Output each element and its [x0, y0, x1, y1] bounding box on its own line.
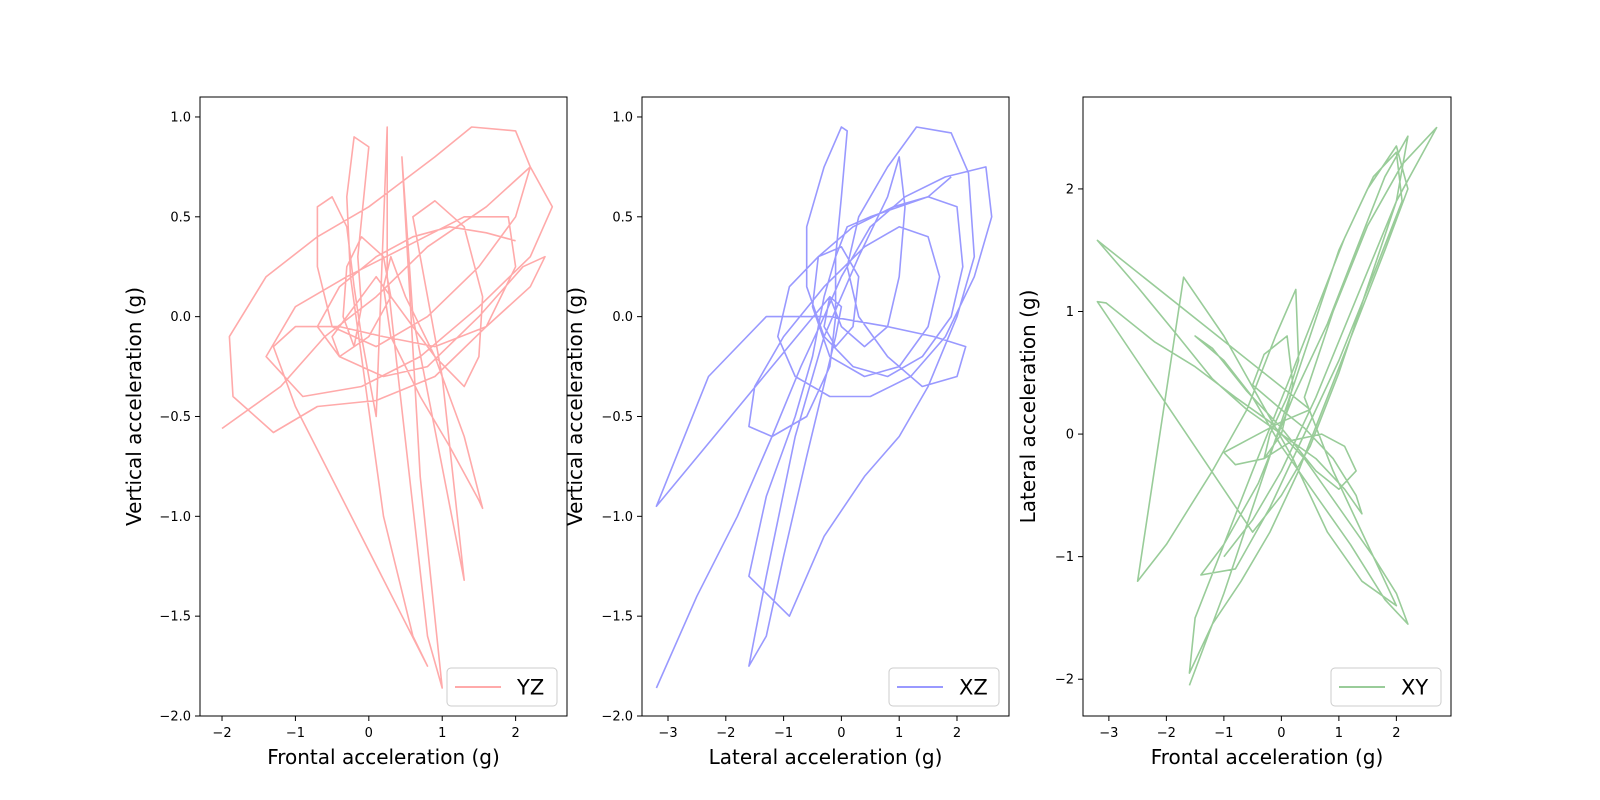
- y-tick-label: −0.5: [601, 410, 633, 425]
- y-tick-label: 0.5: [612, 210, 633, 225]
- y-tick-label: −2: [1055, 673, 1074, 688]
- x-tick-label: −1: [286, 726, 305, 741]
- y-tick-label: −0.5: [159, 410, 191, 425]
- x-tick-label: 0: [365, 726, 373, 741]
- x-tick-label: 2: [511, 726, 519, 741]
- x-tick-label: −2: [716, 726, 735, 741]
- chart-panel-xy: −3 −2 −1 0 1 2 −2 −1 0 1 2 Frontal acceleration (g)…: [1016, 96, 1452, 769]
- legend-box: [1330, 667, 1442, 707]
- y-tick-label: −1.0: [159, 510, 191, 525]
- x-tick-label: 1: [895, 726, 903, 741]
- x-tick-label: −3: [1099, 726, 1118, 741]
- y-tick-label: 1.0: [612, 110, 633, 125]
- x-tick-label: 2: [953, 726, 961, 741]
- y-tick-label: 2: [1066, 182, 1074, 197]
- x-tick-label: −1: [1214, 726, 1233, 741]
- x-tick-label: 0: [1277, 726, 1285, 741]
- legend-label: YZ: [516, 676, 544, 700]
- y-tick-label: −2.0: [601, 710, 633, 725]
- y-tick-label: −1.5: [601, 610, 633, 625]
- axes-frame: [199, 96, 568, 717]
- x-tick-label: 0: [837, 726, 845, 741]
- y-tick-label: −1: [1055, 550, 1074, 565]
- legend-label: XZ: [959, 676, 988, 700]
- x-axis-label: Frontal acceleration (g): [267, 745, 500, 769]
- series-line-xy: [1096, 126, 1438, 686]
- series-line-xz: [655, 126, 993, 689]
- chart-panel-yz: −2 −1 0 1 2 −2.0 −1.5 −1.0 −0.5 0.0 0.5 1.0 Frontal …: [122, 96, 568, 769]
- chart-panel-xz: −3 −2 −1 0 1 2 −2.0 −1.5 −1.0 −0.5 0.0 0.5 1.0 Latera…: [563, 96, 1010, 769]
- legend-box: [446, 667, 558, 707]
- series-line-yz: [221, 126, 554, 689]
- legend-box: [888, 667, 1000, 707]
- x-tick-label: 1: [438, 726, 446, 741]
- x-tick-label: −2: [212, 726, 231, 741]
- axes-frame: [641, 96, 1010, 717]
- y-tick-label: −2.0: [159, 710, 191, 725]
- y-axis-label: Lateral acceleration (g): [1016, 290, 1040, 524]
- x-tick-label: 1: [1335, 726, 1343, 741]
- y-tick-label: 1: [1066, 305, 1074, 320]
- y-tick-label: 1.0: [170, 110, 191, 125]
- y-axis-label: Vertical acceleration (g): [563, 287, 587, 526]
- y-tick-label: 0.0: [612, 310, 633, 325]
- legend: XZ: [888, 667, 1000, 707]
- y-tick-label: 0: [1066, 428, 1074, 443]
- x-axis-label: Frontal acceleration (g): [1151, 745, 1384, 769]
- x-tick-label: −2: [1157, 726, 1176, 741]
- axes-frame: [1082, 96, 1452, 717]
- legend: XY: [1330, 667, 1442, 707]
- legend: YZ: [446, 667, 558, 707]
- x-axis-label: Lateral acceleration (g): [709, 745, 943, 769]
- x-tick-label: −3: [658, 726, 677, 741]
- y-tick-label: −1.5: [159, 610, 191, 625]
- y-tick-label: 0.5: [170, 210, 191, 225]
- y-axis-label: Vertical acceleration (g): [122, 287, 146, 526]
- y-tick-label: −1.0: [601, 510, 633, 525]
- legend-label: XY: [1401, 676, 1428, 700]
- x-tick-label: 2: [1392, 726, 1400, 741]
- y-tick-label: 0.0: [170, 310, 191, 325]
- x-tick-label: −1: [774, 726, 793, 741]
